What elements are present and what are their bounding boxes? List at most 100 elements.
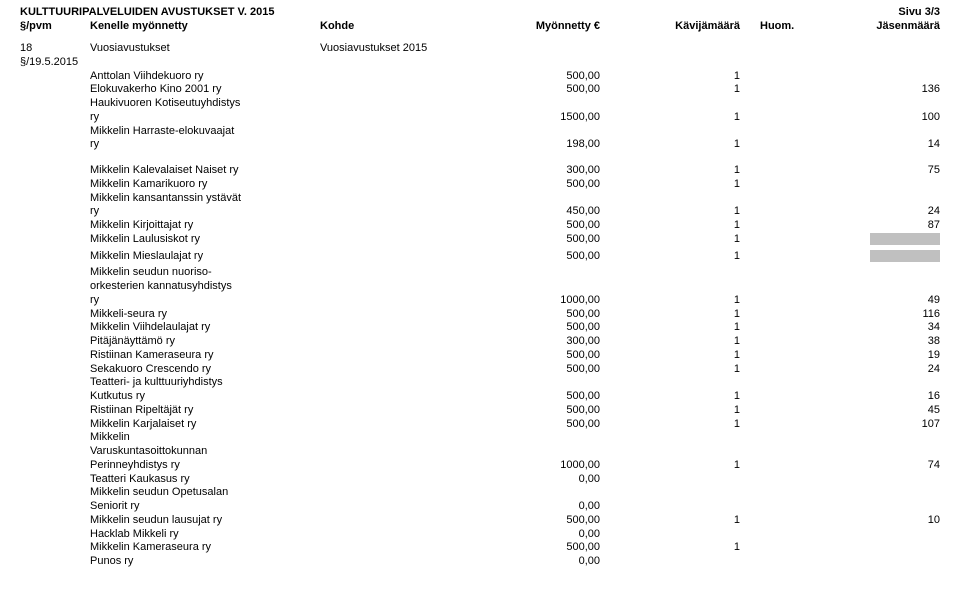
recipient-name: Mikkelin Kamarikuoro ry [90,178,320,192]
table-row: ry1000,00149 [20,294,940,308]
recipient-name: Mikkelin seudun Opetusalan [90,486,320,500]
visits-cell: 1 [600,233,740,250]
amount-cell: 500,00 [480,404,600,418]
recipient-name: Teatteri- ja kulttuuriyhdistys [90,376,320,390]
recipient-name: Kutkutus ry [90,390,320,404]
recipient-name: ry [90,138,320,152]
amount-cell: 1500,00 [480,111,600,125]
header-amount: Myönnetty € [480,20,600,32]
recipient-name: Perinneyhdistys ry [90,459,320,473]
table-row: Mikkelin kansantanssin ystävät [20,192,940,206]
visits-cell: 1 [600,70,740,84]
visits-cell: 1 [600,459,740,473]
page-title: KULTTUURIPALVELUIDEN AVUSTUKSET V. 2015 [20,6,274,18]
visits-cell: 1 [600,514,740,528]
jasen-cell [820,541,940,555]
amount-cell: 0,00 [480,500,600,514]
recipient-name: Haukivuoren Kotiseutuyhdistys [90,97,320,111]
jasen-cell: 45 [820,404,940,418]
table-row: Teatteri- ja kulttuuriyhdistys [20,376,940,390]
recipient-name: Ristiinan Ripeltäjät ry [90,404,320,418]
section-type: Vuosiavustukset [90,42,320,70]
visits-cell: 1 [600,250,740,267]
jasen-cell: 87 [820,219,940,233]
header-jasen: Jäsenmäärä [820,20,940,32]
amount-cell: 450,00 [480,205,600,219]
amount-cell: 500,00 [480,349,600,363]
table-row: ry1500,001100 [20,111,940,125]
visits-cell: 1 [600,390,740,404]
table-row: Elokuvakerho Kino 2001 ry500,001136 [20,83,940,97]
header-huom: Huom. [740,20,820,32]
table-row: Mikkelin Laulusiskot ry 500,001 [20,233,940,250]
table-row: Mikkeli-seura ry500,001116 [20,308,940,322]
recipient-name: Mikkelin Harraste-elokuvaajat [90,125,320,139]
visits-cell [600,500,740,514]
visits-cell: 1 [600,111,740,125]
amount-cell: 500,00 [480,390,600,404]
visits-cell: 1 [600,541,740,555]
jasen-cell [820,233,940,250]
amount-cell: 500,00 [480,219,600,233]
amount-cell: 1000,00 [480,459,600,473]
jasen-cell [820,178,940,192]
table-row: Mikkelin seudun nuoriso- [20,266,940,280]
table-row: Varuskuntasoittokunnan [20,445,940,459]
visits-cell [600,528,740,542]
jasen-cell: 74 [820,459,940,473]
table-row: Mikkelin seudun lausujat ry500,00110 [20,514,940,528]
table-row: Hacklab Mikkeli ry0,00 [20,528,940,542]
jasen-cell: 34 [820,321,940,335]
table-row: Mikkelin Kameraseura ry500,001 [20,541,940,555]
jasen-cell: 10 [820,514,940,528]
recipient-name: Teatteri Kaukasus ry [90,473,320,487]
table-row: Mikkelin Viihdelaulajat ry500,00134 [20,321,940,335]
recipient-name: ry [90,111,320,125]
recipient-name: Pitäjänäyttämö ry [90,335,320,349]
amount-cell: 198,00 [480,138,600,152]
amount-cell: 500,00 [480,250,600,267]
table-row: Mikkelin Karjalaiset ry500,001107 [20,418,940,432]
header-visits: Kävijämäärä [600,20,740,32]
recipient-name: Punos ry [90,555,320,569]
redacted-block [870,250,940,262]
amount-cell: 500,00 [480,418,600,432]
table-row: Mikkelin Kalevalaiset Naiset ry300,00175 [20,164,940,178]
jasen-cell [820,500,940,514]
table-row: ry450,00124 [20,205,940,219]
jasen-cell [820,528,940,542]
table-row: Perinneyhdistys ry 1000,001 74 [20,459,940,473]
amount-cell: 500,00 [480,233,600,250]
recipient-name: orkesterien kannatusyhdistys [90,280,320,294]
recipient-name: ry [90,205,320,219]
visits-cell: 1 [600,335,740,349]
table-row: Seniorit ry0,00 [20,500,940,514]
table-row: Mikkelin Mieslaulajat ry500,001 [20,250,940,267]
amount-cell: 500,00 [480,541,600,555]
visits-cell: 1 [600,83,740,97]
visits-cell: 1 [600,418,740,432]
jasen-cell: 14 [820,138,940,152]
recipient-name: Varuskuntasoittokunnan [90,445,320,459]
section-kohde: Vuosiavustukset 2015 [320,42,480,70]
header-recipient: Kenelle myönnetty [90,20,320,32]
recipient-name: Mikkelin Laulusiskot ry [90,233,320,250]
header-date: §/pvm [20,20,90,32]
recipient-name: Mikkelin Kalevalaiset Naiset ry [90,164,320,178]
jasen-cell [820,70,940,84]
visits-cell: 1 [600,308,740,322]
table-row: Anttolan Viihdekuoro ry500,001 [20,70,940,84]
jasen-cell: 107 [820,418,940,432]
visits-cell: 1 [600,404,740,418]
recipient-name: Sekakuoro Crescendo ry [90,363,320,377]
table-row: orkesterien kannatusyhdistys [20,280,940,294]
recipient-name: Anttolan Viihdekuoro ry [90,70,320,84]
amount-cell: 500,00 [480,178,600,192]
table-row: ry198,00114 [20,138,940,152]
amount-cell: 1000,00 [480,294,600,308]
recipient-name: Mikkelin seudun nuoriso- [90,266,320,280]
amount-cell: 500,00 [480,321,600,335]
recipient-name: Mikkeli-seura ry [90,308,320,322]
table-row: Mikkelin [20,431,940,445]
table-row: Mikkelin Kamarikuoro ry500,001 [20,178,940,192]
